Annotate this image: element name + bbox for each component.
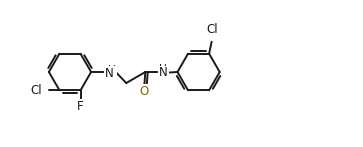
- Text: Cl: Cl: [31, 84, 42, 97]
- Text: Cl: Cl: [207, 23, 219, 36]
- Text: H: H: [159, 64, 167, 74]
- Text: N: N: [105, 67, 114, 80]
- Text: N: N: [159, 66, 168, 80]
- Text: O: O: [140, 85, 149, 98]
- Text: H: H: [108, 65, 116, 75]
- Text: F: F: [77, 100, 84, 113]
